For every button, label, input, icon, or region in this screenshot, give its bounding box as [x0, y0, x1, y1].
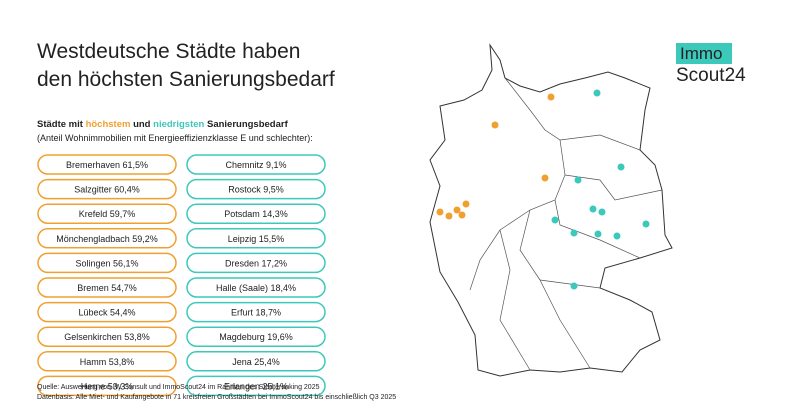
city-pill: [37, 375, 177, 397]
city-label: Magdeburg 19,6%: [219, 332, 293, 342]
city-pill: [37, 326, 177, 347]
city-label: Krefeld 59,7%: [79, 209, 136, 219]
city-pill: [37, 252, 177, 274]
subtitle-part: Städte mit: [37, 119, 86, 130]
city-label: Hamm 53,8%: [80, 357, 135, 367]
city-pill: [37, 203, 177, 224]
city-pill: [186, 277, 326, 298]
city-label: Erfurt 18,7%: [231, 308, 281, 318]
city-dot: [453, 206, 461, 214]
title-line: Westdeutsche Städte haben: [37, 40, 300, 63]
city-dot: [436, 208, 444, 216]
city-label: Bremerhaven 61,5%: [66, 160, 148, 170]
footer: Quelle: Auswertung von IW Consult und Im…: [37, 384, 320, 391]
city-dot: [613, 232, 621, 240]
city-pill: [37, 351, 177, 372]
city-dot: [617, 163, 625, 171]
city-label: Halle (Saale) 18,4%: [216, 283, 296, 293]
city-pill: [37, 178, 177, 200]
subtitle-part: und: [130, 119, 153, 130]
city-pill: [186, 228, 326, 249]
city-dot: [642, 220, 650, 228]
country-outline: [429, 43, 673, 377]
city-pill: [186, 375, 326, 397]
city-dot: [551, 216, 559, 224]
subtitle-part: niedrigsten: [153, 119, 204, 130]
city-dot: [462, 200, 470, 208]
teal-dots: [551, 89, 650, 290]
city-dot: [593, 89, 601, 97]
subtitle-part: höchstem: [86, 119, 131, 130]
city-dot: [547, 93, 555, 101]
subtitle: Städte mit höchstem und niedrigsten Sani…: [37, 119, 289, 130]
city-pill: [186, 301, 326, 323]
city-pill: [37, 301, 177, 323]
city-pill: [186, 154, 326, 175]
city-label: Erlangen 25,1%: [224, 381, 288, 391]
city-label: Jena 25,4%: [232, 357, 280, 367]
city-pill: [37, 228, 177, 249]
city-label: Dresden 17,2%: [225, 258, 287, 268]
footer: Datenbasis: Alle Miet- und Kaufangebote …: [37, 394, 396, 401]
city-pill: [186, 326, 326, 347]
city-dot: [598, 208, 606, 216]
city-pill: [186, 351, 326, 372]
subtitle-part: Sanierungsbedarf: [204, 119, 288, 130]
city-label: Chemnitz 9,1%: [225, 160, 286, 170]
city-dot: [541, 174, 549, 182]
city-pill: [186, 178, 326, 200]
city-pill: [37, 154, 177, 175]
city-dot: [589, 205, 597, 213]
city-dot: [594, 230, 602, 238]
city-dot: [445, 212, 453, 220]
city-dot: [570, 282, 578, 290]
city-label: Bremen 54,7%: [77, 283, 137, 293]
title-line: den höchsten Sanierungsbedarf: [37, 68, 335, 91]
city-label: Mönchengladbach 59,2%: [56, 234, 158, 244]
logo-box: [676, 43, 732, 64]
city-pill: [37, 277, 177, 298]
city-label: Salzgitter 60,4%: [74, 185, 140, 195]
city-pill: [186, 252, 326, 274]
city-label: Lübeck 54,4%: [78, 308, 135, 318]
city-label: Herne 53,3%: [81, 381, 134, 391]
logo-text: Immo: [680, 44, 723, 63]
city-dot: [491, 121, 499, 129]
city-label: Solingen 56,1%: [75, 258, 138, 268]
city-lists: Bremerhaven 61,5% Salzgitter 60,4% Krefeld…: [37, 154, 326, 397]
city-label: Leipzig 15,5%: [228, 234, 285, 244]
state-borders: [469, 77, 663, 371]
city-label: Potsdam 14,3%: [224, 209, 288, 219]
logo-text: Scout24: [676, 65, 746, 86]
orange-dots: [436, 93, 555, 220]
city-dot: [458, 211, 466, 219]
city-pill: [186, 203, 326, 224]
city-label: Rostock 9,5%: [228, 185, 284, 195]
city-dot: [570, 229, 578, 237]
city-label: Gelsenkirchen 53,8%: [64, 332, 150, 342]
map: [429, 43, 673, 377]
subtitle-note: (Anteil Wohnimmobilien mit Energieeffizi…: [37, 133, 313, 143]
city-dot: [574, 176, 582, 184]
